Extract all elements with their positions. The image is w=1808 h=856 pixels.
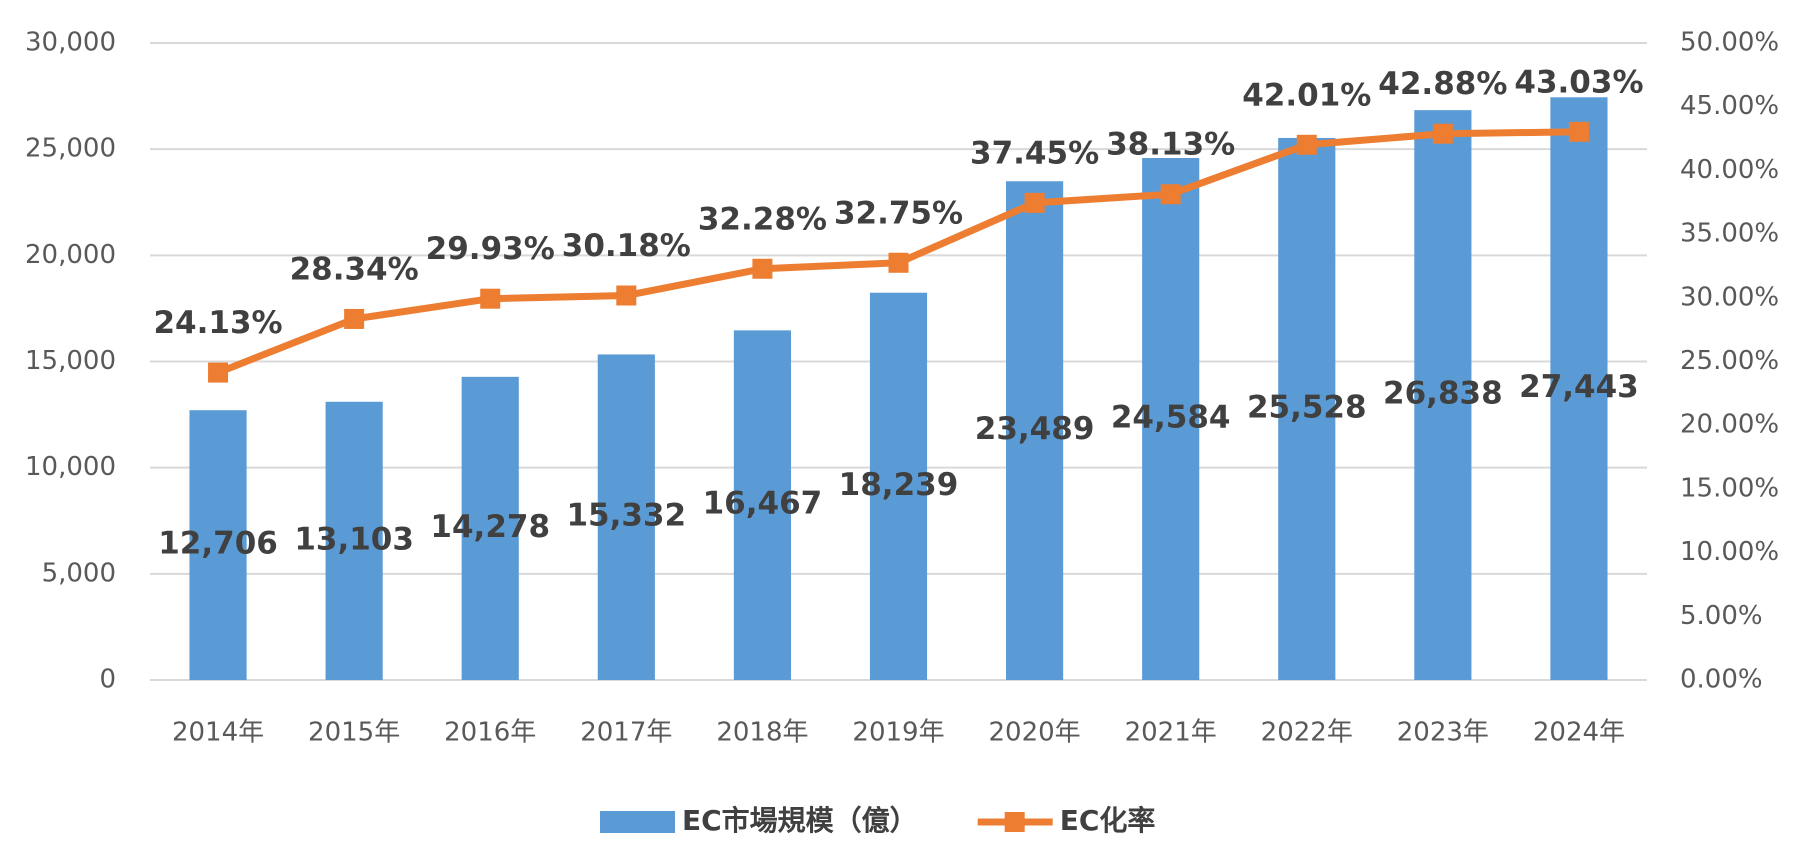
y-tick-label: 20,000 — [25, 240, 116, 270]
bar — [597, 354, 655, 680]
marker — [888, 252, 909, 273]
x-tick-label: 2022年 — [1261, 718, 1353, 748]
data-label: 29.93% — [426, 231, 555, 267]
bar — [1414, 110, 1472, 681]
y2-tick-label: 50.00% — [1680, 28, 1779, 58]
bar — [1278, 137, 1336, 681]
bar — [1550, 97, 1608, 680]
data-label: 24,584 — [1111, 399, 1231, 435]
x-tick-label: 2015年 — [308, 718, 400, 748]
data-label: 32.75% — [834, 195, 963, 231]
data-label: 42.88% — [1378, 66, 1507, 102]
data-label: 15,332 — [566, 498, 686, 534]
y-tick-label: 15,000 — [25, 346, 116, 376]
data-label: 12,706 — [158, 526, 278, 562]
data-label: 30.18% — [562, 228, 691, 264]
x-tick-label: 2020年 — [989, 718, 1081, 748]
y2-tick-label: 5.00% — [1680, 601, 1763, 631]
data-label: 42.01% — [1242, 77, 1371, 113]
bar — [189, 410, 247, 680]
y2-tick-label: 45.00% — [1680, 91, 1779, 121]
bar — [1006, 181, 1064, 680]
marker — [480, 288, 501, 309]
data-label: 24.13% — [153, 305, 282, 341]
legend-label: EC市場規模（億） — [682, 804, 918, 837]
marker — [1568, 121, 1589, 142]
x-tick-label: 2017年 — [580, 718, 672, 748]
bar — [325, 401, 383, 680]
data-label: 32.28% — [698, 201, 827, 237]
y2-tick-label: 15.00% — [1680, 473, 1779, 503]
bar — [869, 292, 928, 680]
y2-tick-label: 35.00% — [1680, 219, 1779, 249]
x-tick-label: 2024年 — [1533, 718, 1625, 748]
data-label: 26,838 — [1383, 376, 1503, 412]
y-tick-label: 5,000 — [42, 558, 116, 588]
x-tick-label: 2023年 — [1397, 718, 1489, 748]
legend-swatch — [600, 811, 675, 833]
marker — [344, 308, 365, 329]
data-label: 13,103 — [294, 521, 414, 557]
data-label: 43.03% — [1514, 64, 1643, 100]
y2-tick-label: 30.00% — [1680, 282, 1779, 312]
marker — [1432, 123, 1453, 144]
data-label: 28.34% — [290, 251, 419, 287]
y2-tick-label: 25.00% — [1680, 346, 1779, 376]
x-tick-label: 2021年 — [1125, 718, 1217, 748]
data-label: 23,489 — [975, 411, 1095, 447]
y-tick-label: 25,000 — [25, 134, 116, 164]
x-tick-label: 2014年 — [172, 718, 264, 748]
legend-label: EC化率 — [1060, 804, 1156, 837]
marker — [752, 258, 773, 279]
data-label: 27,443 — [1519, 369, 1639, 405]
marker — [616, 285, 637, 306]
data-label: 38.13% — [1106, 127, 1235, 163]
data-label: 37.45% — [970, 135, 1099, 171]
y2-tick-label: 10.00% — [1680, 537, 1779, 567]
x-tick-label: 2019年 — [852, 718, 944, 748]
y2-tick-label: 20.00% — [1680, 410, 1779, 440]
bar — [461, 376, 519, 680]
marker — [1296, 134, 1317, 155]
data-label: 16,467 — [703, 486, 823, 522]
bar — [733, 330, 791, 680]
y-tick-label: 0 — [99, 665, 116, 695]
data-label: 25,528 — [1247, 389, 1367, 425]
x-tick-label: 2016年 — [444, 718, 536, 748]
x-tick-label: 2018年 — [716, 718, 808, 748]
marker — [1160, 184, 1181, 205]
y-tick-label: 30,000 — [25, 28, 116, 58]
legend-swatch — [1004, 812, 1025, 832]
marker — [208, 362, 229, 383]
marker — [1024, 192, 1045, 213]
y-tick-label: 10,000 — [25, 452, 116, 482]
y2-tick-label: 0.00% — [1680, 665, 1763, 695]
data-label: 18,239 — [839, 467, 959, 503]
y2-tick-label: 40.00% — [1680, 155, 1779, 185]
bar — [1142, 157, 1200, 680]
data-label: 14,278 — [430, 509, 550, 545]
